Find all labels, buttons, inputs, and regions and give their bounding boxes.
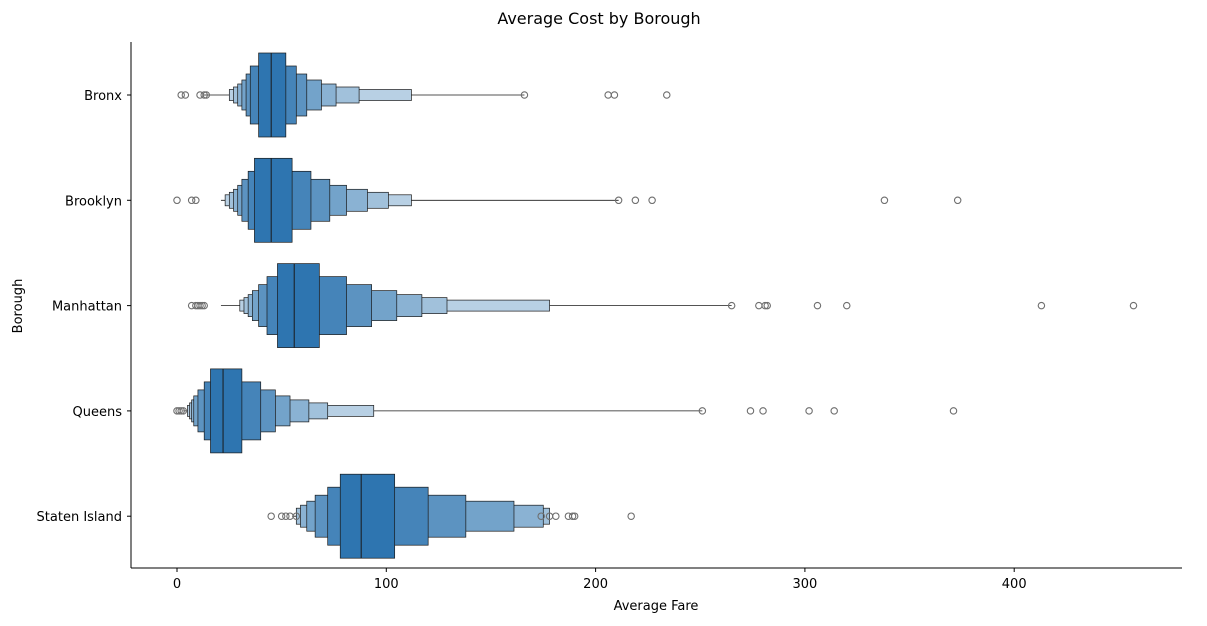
x-tick-label: 200 [583, 577, 608, 592]
y-tick-label: Bronx [84, 89, 122, 104]
outlier-point [746, 407, 755, 415]
outlier-point [175, 407, 183, 415]
outlier-point [200, 301, 208, 310]
x-tick-label: 0 [173, 577, 181, 592]
outlier-point [187, 196, 196, 205]
y-tick-label: Brooklyn [65, 194, 122, 209]
boxen-box [258, 52, 287, 138]
outlier-point [1129, 301, 1138, 310]
outlier-point [202, 91, 211, 99]
outlier-point [813, 301, 822, 310]
outlier-point [763, 301, 771, 310]
outlier-point [610, 91, 619, 99]
y-tick-label: Manhattan [52, 300, 122, 315]
outlier-point [627, 512, 635, 520]
outlier-point [179, 407, 188, 415]
x-axis-title: Average Fare [614, 599, 699, 614]
outlier-point [880, 196, 889, 205]
outlier-point [177, 407, 185, 415]
outlier-point [843, 301, 851, 310]
outlier-point [648, 196, 656, 205]
outlier-point [805, 407, 813, 415]
outlier-point [1037, 301, 1046, 310]
outlier-point [177, 91, 185, 99]
boxen-box [277, 263, 320, 348]
boxen-box [210, 368, 243, 454]
outlier-point [727, 301, 736, 310]
outlier-point [755, 301, 763, 310]
x-tick-label: 100 [374, 577, 399, 592]
outlier-point [953, 196, 962, 205]
outlier-point [537, 512, 545, 520]
outlier-point [200, 91, 208, 99]
y-tick-label: Queens [73, 405, 123, 420]
outlier-point [568, 512, 577, 520]
outlier-point [282, 512, 290, 520]
outlier-point [520, 91, 529, 99]
outlier-point [196, 301, 204, 310]
outlier-point [552, 512, 560, 520]
outlier-point [949, 407, 958, 415]
plot-area: 0 100 200 300 400 Bronx Brooklyn Manhattan Queen… [37, 42, 1182, 592]
boxen-box [339, 473, 396, 559]
outlier-point [761, 301, 769, 310]
outlier-point [631, 196, 640, 205]
boxen-box [254, 157, 293, 243]
outlier-point [173, 196, 181, 205]
outlier-point [759, 407, 767, 415]
outlier-point [181, 91, 190, 99]
outlier-point [267, 512, 275, 520]
outlier-point [663, 91, 671, 99]
chart-title: Average Cost by Borough [497, 9, 700, 28]
outlier-point [198, 301, 206, 310]
outlier-point [570, 512, 579, 520]
outlier-point [277, 512, 286, 520]
outlier-point [292, 512, 301, 520]
y-tick-label: Staten Island [37, 510, 122, 525]
outlier-point [192, 196, 200, 205]
outlier-point [830, 407, 838, 415]
x-tick-label: 400 [1002, 577, 1027, 592]
outlier-point [604, 91, 612, 99]
x-tick-label: 300 [792, 577, 817, 592]
outlier-point [614, 196, 623, 205]
y-axis-title: Borough [11, 279, 26, 334]
outlier-point [698, 407, 707, 415]
